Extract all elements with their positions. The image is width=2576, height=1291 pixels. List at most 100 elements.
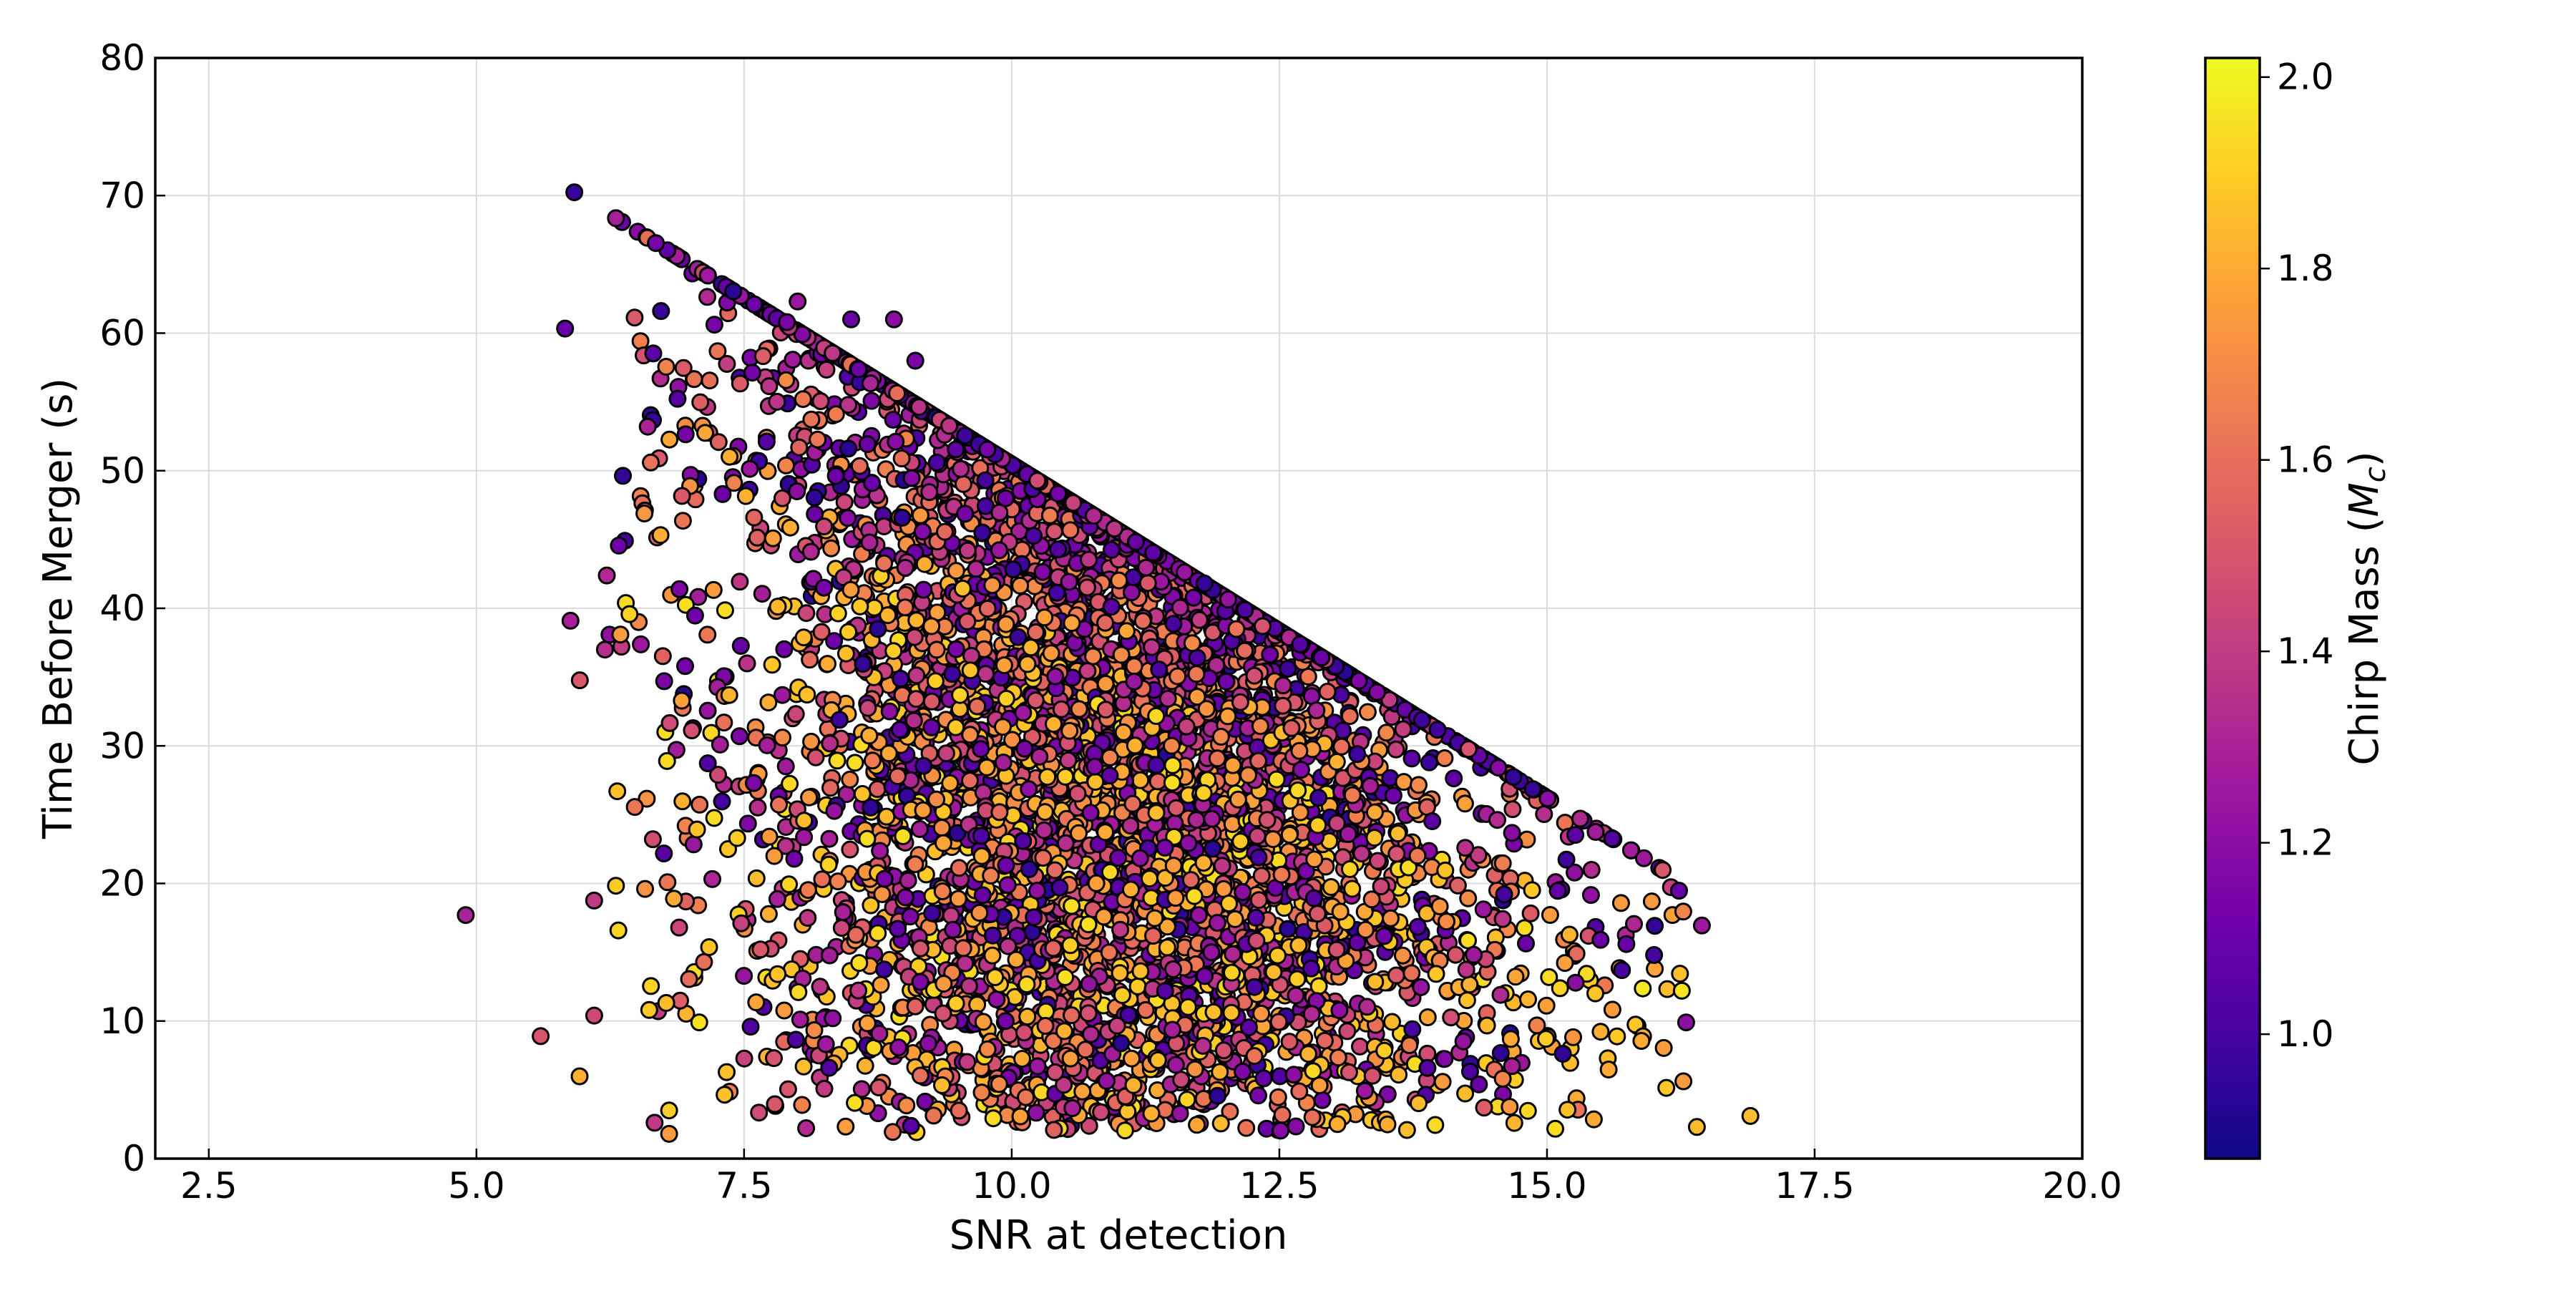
scatter-point <box>1036 822 1052 838</box>
scatter-point <box>678 658 693 674</box>
scatter-point <box>1659 981 1675 997</box>
scatter-point <box>1588 985 1604 1001</box>
scatter-point <box>1379 725 1395 741</box>
scatter-point <box>1420 1060 1435 1076</box>
scatter-point <box>1655 862 1671 878</box>
scatter-point <box>829 753 845 769</box>
scatter-point <box>1521 992 1536 1008</box>
scatter-point <box>1636 850 1652 866</box>
scatter-point <box>826 633 842 649</box>
scatter-point <box>885 1124 901 1140</box>
scatter-point <box>647 1115 663 1131</box>
scatter-point <box>1047 524 1063 540</box>
scatter-point <box>917 556 932 572</box>
scatter-point <box>1038 1003 1054 1019</box>
scatter-point <box>700 703 716 718</box>
scatter-point <box>1099 1073 1115 1088</box>
scatter-point <box>764 657 780 673</box>
scatter-point <box>1330 1050 1346 1066</box>
scatter-point <box>1672 883 1687 899</box>
scatter-point <box>821 831 837 847</box>
scatter-point <box>608 878 624 894</box>
scatter-point <box>824 540 839 556</box>
scatter-point <box>722 449 738 464</box>
scatter-point <box>852 955 867 971</box>
scatter-point <box>656 846 672 862</box>
scatter-point <box>615 468 631 484</box>
scatter-point <box>1656 1040 1672 1056</box>
scatter-point <box>1523 905 1538 921</box>
scatter-point <box>761 906 776 922</box>
scatter-point <box>1013 578 1028 593</box>
scatter-point <box>702 373 718 389</box>
scatter-point <box>788 706 804 722</box>
scatter-point <box>1138 1002 1153 1018</box>
scatter-point <box>562 613 578 628</box>
scatter-point <box>796 829 812 845</box>
scatter-point <box>814 872 830 887</box>
scatter-point <box>794 1097 810 1113</box>
scatter-point <box>771 796 787 812</box>
scatter-point <box>719 1064 735 1080</box>
scatter-point <box>1212 1064 1228 1080</box>
scatter-point <box>1502 1099 1518 1115</box>
scatter-point <box>1437 1051 1453 1067</box>
scatter-point <box>1584 862 1599 878</box>
scatter-point <box>779 457 794 473</box>
scatter-point <box>1462 977 1478 993</box>
scatter-point <box>706 810 722 826</box>
scatter-point <box>924 905 940 921</box>
scatter-point <box>1443 1010 1459 1026</box>
scatter-point <box>859 437 875 452</box>
scatter-point <box>1413 979 1429 995</box>
scatter-point <box>1517 920 1533 936</box>
scatter-point <box>1672 966 1688 982</box>
scatter-point <box>750 799 766 815</box>
scatter-point <box>736 968 752 984</box>
scatter-point <box>1459 993 1475 1008</box>
scatter-point <box>1189 1117 1205 1133</box>
scatter-point <box>1311 790 1327 806</box>
scatter-point <box>736 1051 752 1066</box>
scatter-point <box>1457 796 1473 812</box>
scatter-point <box>586 892 602 908</box>
scatter-point <box>825 1010 841 1026</box>
scatter-point <box>1520 1103 1536 1119</box>
scatter-point <box>1354 846 1370 862</box>
scatter-points <box>458 185 1758 1142</box>
scatter-point <box>912 822 927 837</box>
scatter-point <box>1568 827 1584 843</box>
scatter-point <box>964 648 980 663</box>
scatter-point <box>1586 1111 1601 1127</box>
scatter-point <box>816 1081 832 1096</box>
scatter-point <box>627 310 643 326</box>
scatter-point <box>791 439 807 455</box>
scatter-point <box>706 582 721 598</box>
scatter-point <box>888 434 904 449</box>
scatter-point <box>655 648 670 664</box>
scatter-point <box>1220 708 1236 724</box>
scatter-point <box>1135 613 1151 629</box>
scatter-point <box>743 1019 758 1035</box>
scatter-point <box>1396 774 1412 790</box>
scatter-point <box>740 816 756 832</box>
scatter-point <box>821 947 837 963</box>
scatter-point <box>1289 971 1305 987</box>
scatter-point <box>785 352 801 368</box>
scatter-point <box>1558 852 1574 867</box>
scatter-point <box>1352 1038 1368 1054</box>
scatter-point <box>749 530 765 545</box>
scatter-point <box>823 780 839 796</box>
scatter-point <box>1674 983 1689 998</box>
scatter-point <box>1404 751 1420 766</box>
scatter-point <box>761 379 777 394</box>
scatter-point <box>1015 1051 1030 1067</box>
scatter-point <box>1399 1122 1415 1138</box>
scatter-point <box>761 829 777 844</box>
scatter-point <box>675 513 691 529</box>
scatter-point <box>1560 1102 1576 1118</box>
scatter-point <box>557 321 573 336</box>
scatter-point <box>778 759 794 774</box>
scatter-point <box>1435 1074 1450 1090</box>
